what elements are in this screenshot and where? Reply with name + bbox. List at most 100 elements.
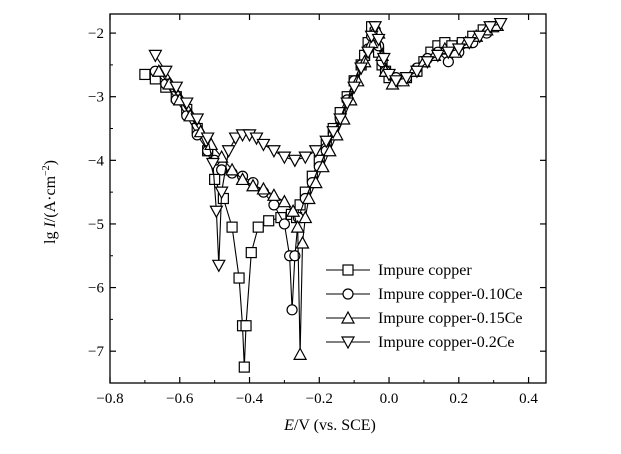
data-point [287, 154, 302, 168]
data-point [226, 221, 238, 233]
data-point [256, 181, 271, 195]
legend-label: Impure copper-0.10Ce [378, 286, 523, 303]
x-tick-labels: −0.8 −0.6 −0.4 −0.2 0.0 0.2 0.4 [96, 391, 538, 407]
data-point [278, 218, 290, 230]
data-point [211, 259, 226, 273]
legend-entry: Impure copper [326, 262, 472, 279]
data-point [263, 215, 275, 227]
data-point [216, 164, 228, 176]
legend-marker [342, 264, 354, 276]
legend: Impure copper Impure copper-0.10Ce Impure … [326, 262, 523, 351]
data-point [441, 46, 456, 60]
data-point [376, 52, 391, 66]
y-axis-label: lg I/(A·cm−2) [41, 160, 59, 244]
legend-marker [342, 288, 354, 300]
data-point [333, 113, 348, 127]
x-tick-label: −0.4 [236, 391, 264, 407]
x-tick-label: 0.4 [519, 391, 538, 407]
data-point [205, 157, 220, 171]
data-point [200, 132, 215, 146]
data-point [266, 145, 281, 159]
series-layer [139, 17, 508, 373]
legend-entry: Impure copper-0.15Ce [326, 310, 523, 327]
series-4 [148, 17, 508, 273]
data-point [382, 68, 397, 82]
data-point [340, 97, 355, 111]
data-point [347, 81, 362, 95]
data-point [256, 138, 271, 152]
x-tick-label: −0.8 [96, 391, 123, 407]
data-point [371, 33, 386, 47]
data-point [298, 151, 313, 165]
data-point [308, 175, 323, 189]
data-point [245, 178, 261, 192]
data-point [326, 126, 341, 139]
data-point [298, 210, 313, 224]
data-point [354, 62, 369, 76]
data-point [293, 347, 308, 360]
data-point [315, 159, 330, 173]
data-point [472, 30, 487, 44]
y-tick-label: −6 [88, 281, 104, 297]
series-3 [151, 18, 505, 360]
data-point [322, 143, 337, 157]
legend-entry: Impure copper-0.10Ce [326, 286, 523, 303]
y-tick-label: −7 [88, 344, 104, 360]
data-point [389, 75, 404, 89]
data-point [289, 250, 301, 262]
data-point [233, 272, 245, 284]
y-tick-label: −5 [88, 217, 104, 233]
legend-marker [340, 310, 356, 324]
data-point [139, 68, 151, 81]
legend-entry: Impure copper-0.2Ce [326, 334, 515, 351]
data-point [308, 145, 323, 159]
data-point [399, 72, 414, 85]
data-point [409, 65, 424, 79]
x-tick-label: −0.2 [306, 391, 333, 407]
series-line [158, 24, 498, 355]
data-point [228, 132, 243, 146]
data-point [266, 188, 281, 201]
x-tick-label: 0.2 [449, 391, 468, 407]
data-point [221, 145, 236, 159]
legend-label: Impure copper-0.15Ce [378, 310, 523, 327]
data-point [225, 162, 240, 176]
data-point [493, 17, 508, 31]
data-point [214, 186, 229, 200]
x-tick-label: −0.6 [166, 391, 194, 407]
data-point [240, 320, 252, 332]
y-tick-label: −2 [88, 26, 104, 42]
legend-label: Impure copper-0.2Ce [378, 334, 515, 351]
data-point [252, 221, 264, 233]
data-point [179, 97, 194, 111]
y-tick-labels: −7 −6 −5 −4 −3 −2 [88, 26, 104, 360]
data-point [319, 135, 334, 149]
data-point [190, 113, 205, 127]
legend-marker [340, 336, 356, 350]
data-point [301, 191, 316, 205]
data-point [420, 56, 435, 69]
data-point [148, 49, 163, 63]
x-tick-label: 0.0 [380, 391, 399, 407]
data-point [245, 246, 257, 259]
data-point [158, 65, 173, 79]
data-point [249, 132, 264, 146]
data-point [361, 46, 376, 60]
data-point [268, 199, 280, 211]
data-point [290, 219, 305, 233]
data-point [295, 235, 310, 249]
data-point [286, 304, 298, 316]
data-point [169, 81, 184, 95]
data-point [277, 151, 292, 165]
data-point [462, 37, 477, 50]
data-point [451, 43, 466, 57]
axis-ticks [109, 14, 546, 383]
data-point [209, 205, 224, 219]
y-tick-label: −4 [88, 153, 104, 169]
data-point [235, 172, 250, 186]
data-point [483, 21, 498, 34]
data-point [368, 21, 383, 34]
data-point [430, 49, 445, 63]
data-point [286, 203, 301, 217]
